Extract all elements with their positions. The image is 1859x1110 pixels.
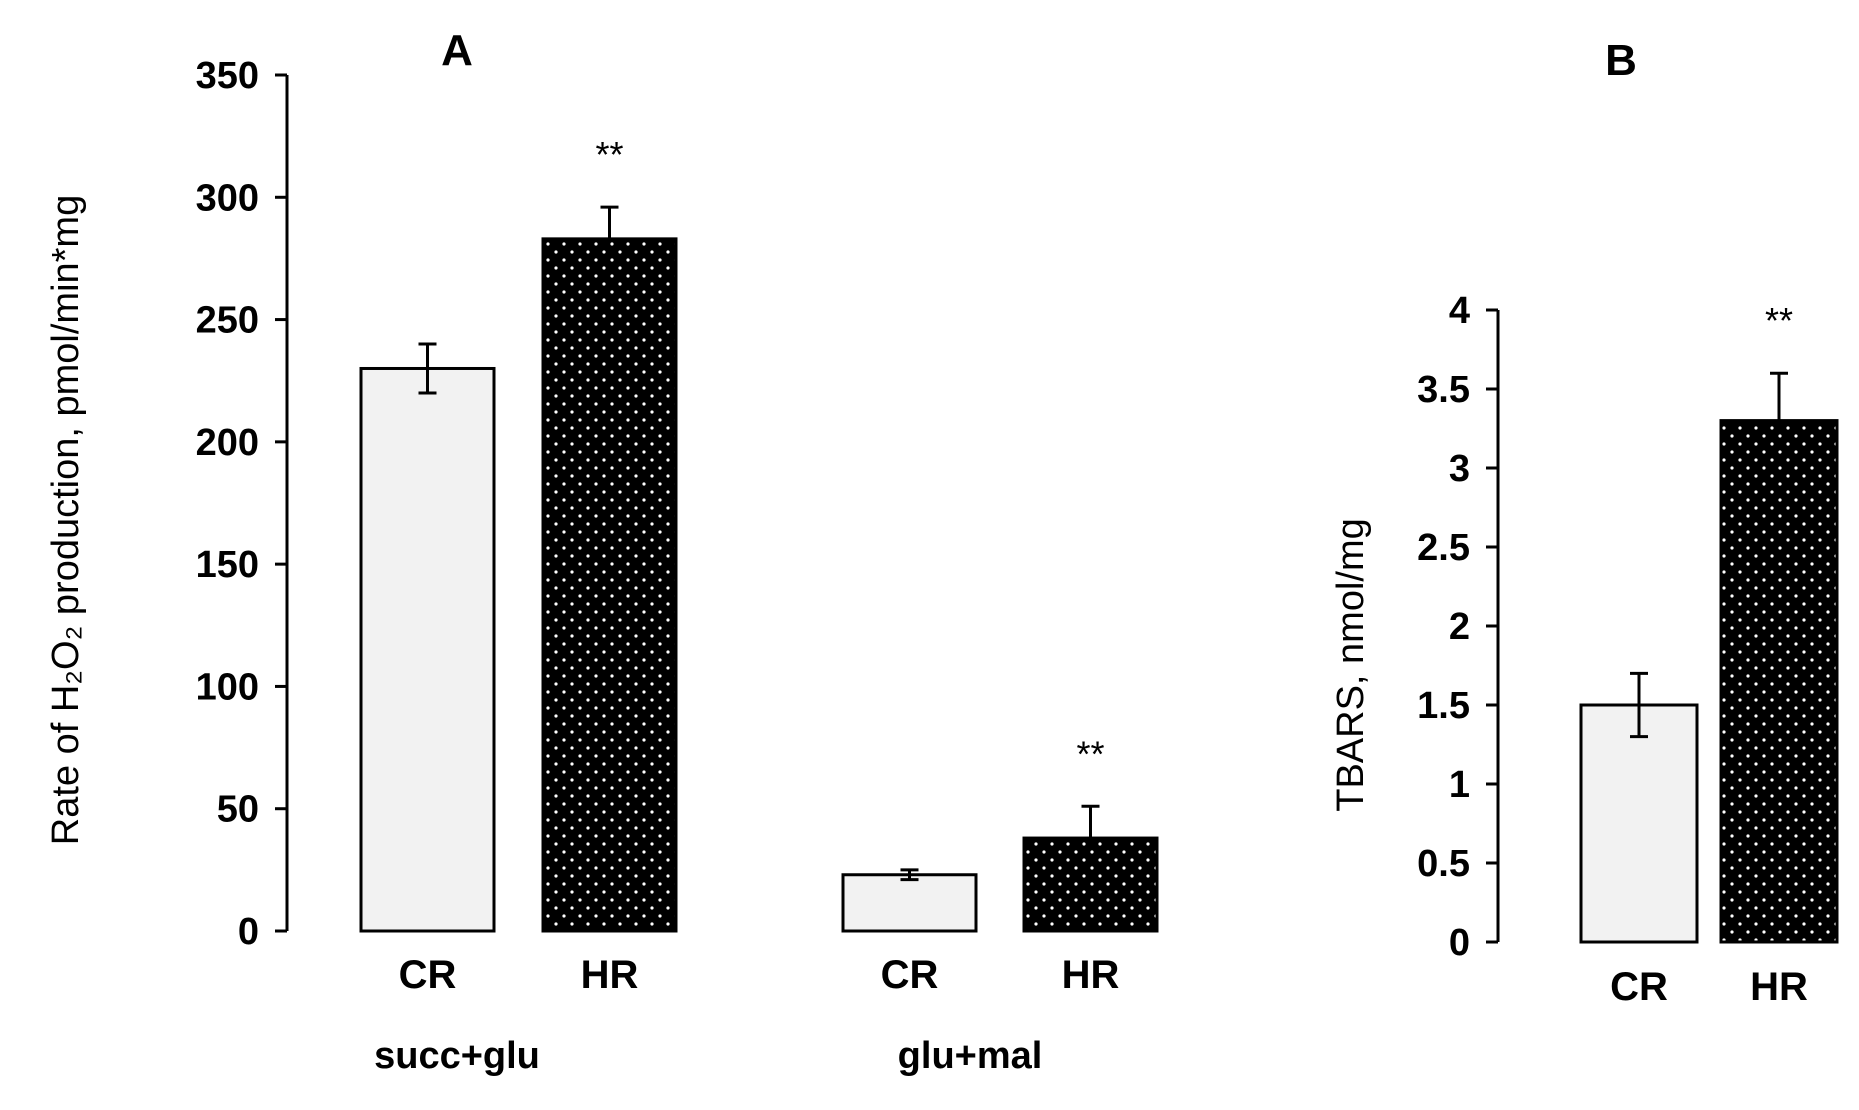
panel-a-y-ticks: 0 50 100 150 200 250 300 350 (196, 55, 287, 953)
bar-glu-mal-cr (841, 873, 978, 933)
panel-b-chart: B TBARS, nmol/mg 0 0.5 1 1.5 2 2.5 3 3.5 4 ** CR… (1330, 36, 1839, 1009)
y-tick-label: 3.5 (1417, 369, 1470, 411)
bar-glu-mal-hr (1022, 836, 1159, 933)
category-label: HR (1062, 953, 1120, 997)
y-tick-label: 200 (196, 422, 259, 464)
category-label: HR (581, 953, 639, 997)
panel-b-category-labels: CR HR (1610, 965, 1808, 1009)
y-tick-label: 250 (196, 300, 259, 342)
panel-b-y-axis-title: TBARS, nmol/mg (1330, 518, 1372, 812)
group-label-succ-glu: succ+glu (374, 1035, 540, 1077)
y-tick-label: 150 (196, 544, 259, 586)
y-tick-label: 50 (217, 789, 259, 831)
panel-a-y-axis-title: Rate of H₂O₂ production, pmol/min*mg (45, 195, 87, 845)
y-tick-label: 300 (196, 177, 259, 219)
bar-tbars-cr (1579, 703, 1699, 944)
y-tick-label: 1.5 (1417, 685, 1470, 727)
y-tick-label: 0 (1449, 922, 1470, 964)
bar-succ-glu-hr (541, 237, 678, 933)
y-tick-label: 4 (1449, 290, 1470, 332)
y-tick-label: 2.5 (1417, 527, 1470, 569)
y-tick-label: 0.5 (1417, 843, 1470, 885)
panel-b-y-ticks: 0 0.5 1 1.5 2 2.5 3 3.5 4 (1417, 290, 1498, 964)
panel-a-chart: A Rate of H₂O₂ production, pmol/min*mg 0… (45, 26, 1159, 1077)
category-label: HR (1750, 965, 1808, 1009)
panel-a-label: A (441, 26, 473, 75)
y-tick-label: 3 (1449, 448, 1470, 490)
significance-label: ** (1076, 733, 1104, 774)
bar-succ-glu-cr (359, 366, 496, 933)
panel-a-category-labels: CR HR CR HR (399, 953, 1120, 997)
y-tick-label: 0 (238, 911, 259, 953)
panel-b-bars: ** (1579, 300, 1839, 944)
significance-label: ** (595, 134, 623, 175)
y-tick-label: 350 (196, 55, 259, 97)
category-label: CR (399, 953, 457, 997)
group-label-glu-mal: glu+mal (898, 1035, 1043, 1077)
panel-b-label: B (1605, 36, 1637, 85)
significance-label: ** (1765, 300, 1793, 341)
bar-tbars-hr (1719, 419, 1839, 944)
y-tick-label: 100 (196, 666, 259, 708)
y-tick-label: 2 (1449, 606, 1470, 648)
category-label: CR (1610, 965, 1668, 1009)
y-tick-label: 1 (1449, 764, 1470, 806)
category-label: CR (881, 953, 939, 997)
panel-a-bars: ** ** (359, 134, 1159, 933)
